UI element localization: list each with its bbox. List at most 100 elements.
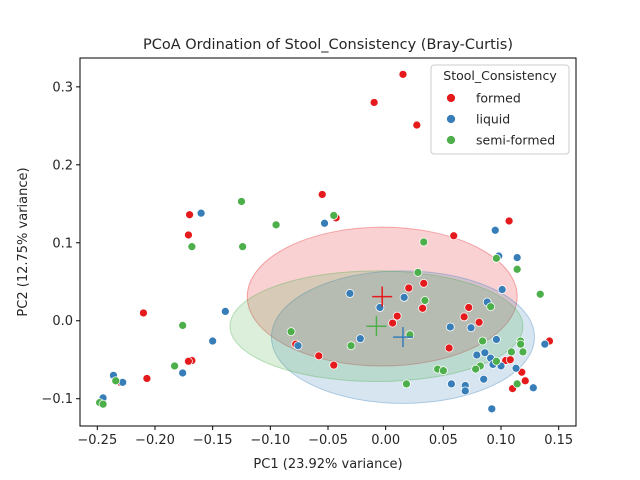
- point-semi-formed: [492, 253, 501, 263]
- x-axis: −0.25 −0.20 −0.15 −0.10 −0.05 0.00 0.05 0.10 0.1…: [77, 426, 573, 448]
- point-semi-formed: [329, 211, 339, 220]
- point-liquid: [320, 218, 329, 228]
- legend-label-liquid: liquid: [476, 112, 510, 127]
- point-liquid: [487, 404, 497, 414]
- point-formed: [369, 98, 379, 107]
- point-liquid: [511, 363, 521, 373]
- chart-title: PCoA Ordination of Stool_Consistency (Br…: [143, 37, 513, 53]
- legend-label-formed: formed: [476, 91, 521, 106]
- point-formed: [520, 376, 530, 386]
- legend-box: [430, 64, 570, 155]
- point-semi-formed: [237, 197, 246, 206]
- point-semi-formed: [111, 376, 121, 386]
- point-semi-formed: [238, 242, 248, 252]
- point-liquid: [445, 322, 455, 332]
- point-formed: [418, 303, 427, 313]
- point-semi-formed: [346, 341, 356, 351]
- point-semi-formed: [402, 379, 411, 389]
- point-liquid: [208, 336, 218, 346]
- point-semi-formed: [486, 302, 496, 312]
- point-formed: [444, 343, 454, 353]
- legend: Stool_Consistency formed liquid semi-forme…: [430, 64, 570, 155]
- y-tick-label: −0.1: [41, 392, 73, 407]
- y-tick-label: 0.0: [52, 314, 73, 329]
- point-semi-formed: [492, 356, 501, 366]
- point-formed: [392, 311, 402, 321]
- centroid-liquid: [392, 327, 413, 348]
- point-semi-formed: [178, 321, 188, 330]
- point-liquid: [512, 253, 522, 262]
- point-liquid: [479, 374, 489, 384]
- scatter-points: [95, 69, 554, 414]
- x-axis-label: PC1 (23.92% variance): [253, 457, 402, 472]
- point-liquid: [293, 341, 303, 351]
- point-liquid: [178, 368, 188, 378]
- point-liquid: [480, 348, 490, 358]
- point-liquid: [355, 334, 365, 344]
- x-tick-label: −0.05: [308, 433, 348, 448]
- point-semi-formed: [419, 237, 429, 247]
- point-semi-formed: [518, 347, 528, 357]
- point-liquid: [220, 307, 230, 316]
- point-semi-formed: [438, 366, 448, 376]
- centroid-semi-formed: [366, 316, 387, 337]
- point-liquid: [490, 225, 500, 235]
- centroid-markers: [366, 286, 413, 348]
- point-semi-formed: [271, 220, 281, 230]
- point-formed: [464, 303, 474, 312]
- point-liquid: [196, 208, 206, 218]
- point-liquid: [492, 335, 501, 344]
- point-liquid: [345, 289, 355, 298]
- point-formed: [505, 355, 515, 365]
- plot-area: [79, 57, 577, 427]
- legend-marker-semi-formed: [446, 135, 456, 145]
- point-formed: [404, 283, 414, 293]
- point-semi-formed: [413, 268, 423, 277]
- point-formed: [184, 230, 193, 240]
- y-axis-label: PC2 (12.75% variance): [16, 167, 31, 316]
- legend-label-semi-formed: semi-formed: [476, 133, 555, 148]
- point-liquid: [497, 285, 507, 294]
- x-tick-label: −0.15: [193, 433, 233, 448]
- x-tick-label: 0.15: [544, 433, 573, 448]
- y-tick-label: 0.2: [52, 158, 73, 173]
- legend-title: Stool_Consistency: [443, 68, 557, 83]
- point-semi-formed: [535, 289, 545, 299]
- point-semi-formed: [471, 364, 481, 374]
- x-tick-label: −0.10: [250, 433, 290, 448]
- x-tick-label: 0.00: [371, 433, 400, 448]
- point-liquid: [528, 383, 538, 393]
- point-liquid: [466, 323, 476, 333]
- point-formed: [329, 360, 339, 370]
- point-semi-formed: [516, 339, 526, 349]
- y-tick-label: 0.1: [52, 236, 73, 251]
- point-formed: [398, 69, 408, 79]
- point-liquid: [399, 292, 409, 302]
- point-semi-formed: [98, 399, 108, 409]
- point-formed: [449, 231, 459, 241]
- point-semi-formed: [187, 242, 197, 252]
- point-formed: [314, 351, 324, 361]
- y-axis: −0.1 0.0 0.1 0.2 0.3: [41, 80, 80, 407]
- y-tick-label: 0.3: [52, 80, 73, 95]
- point-liquid: [460, 386, 470, 396]
- point-semi-formed: [170, 361, 179, 371]
- legend-marker-formed: [446, 93, 456, 103]
- point-liquid: [472, 350, 482, 360]
- point-formed: [317, 190, 327, 199]
- x-tick-label: −0.20: [135, 433, 175, 448]
- x-tick-label: 0.10: [487, 433, 516, 448]
- point-formed: [504, 216, 514, 226]
- point-formed: [459, 312, 469, 322]
- confidence-ellipses: [229, 226, 535, 404]
- legend-items: formed liquid semi-formed: [446, 91, 555, 148]
- point-formed: [139, 308, 148, 318]
- x-tick-label: −0.25: [77, 433, 117, 448]
- point-formed: [184, 356, 193, 366]
- point-semi-formed: [478, 336, 487, 346]
- point-formed: [419, 278, 429, 288]
- point-semi-formed: [507, 347, 516, 357]
- point-semi-formed: [512, 264, 522, 274]
- x-tick-label: 0.05: [429, 433, 458, 448]
- point-formed: [388, 318, 397, 328]
